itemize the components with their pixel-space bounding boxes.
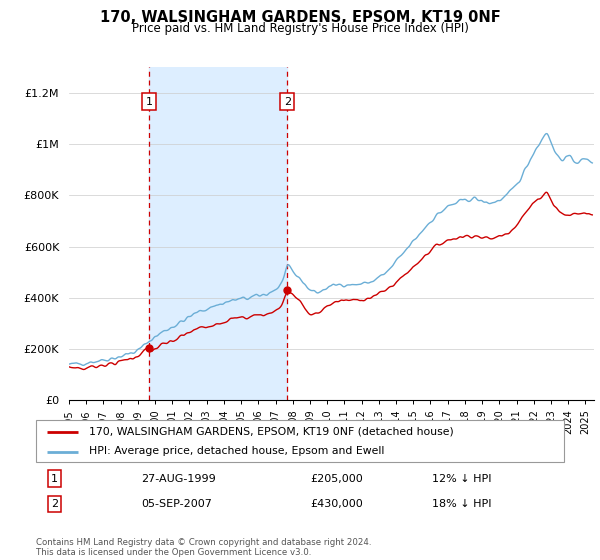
Text: Contains HM Land Registry data © Crown copyright and database right 2024.
This d: Contains HM Land Registry data © Crown c… (36, 538, 371, 557)
Text: 27-AUG-1999: 27-AUG-1999 (142, 474, 217, 484)
Bar (149, 67, 287, 400)
Text: HPI: Average price, detached house, Epsom and Ewell: HPI: Average price, detached house, Epso… (89, 446, 384, 456)
Text: 12% ↓ HPI: 12% ↓ HPI (432, 474, 491, 484)
Text: Price paid vs. HM Land Registry's House Price Index (HPI): Price paid vs. HM Land Registry's House … (131, 22, 469, 35)
Text: 2: 2 (284, 97, 291, 107)
Text: £205,000: £205,000 (311, 474, 364, 484)
Text: 1: 1 (51, 474, 58, 484)
Text: 05-SEP-2007: 05-SEP-2007 (142, 499, 212, 509)
Text: 170, WALSINGHAM GARDENS, EPSOM, KT19 0NF: 170, WALSINGHAM GARDENS, EPSOM, KT19 0NF (100, 10, 500, 25)
Text: 18% ↓ HPI: 18% ↓ HPI (432, 499, 491, 509)
FancyBboxPatch shape (36, 420, 564, 462)
Text: 1: 1 (146, 97, 152, 107)
Text: £430,000: £430,000 (311, 499, 364, 509)
Text: 2: 2 (51, 499, 58, 509)
Text: 170, WALSINGHAM GARDENS, EPSOM, KT19 0NF (detached house): 170, WALSINGHAM GARDENS, EPSOM, KT19 0NF… (89, 427, 454, 437)
